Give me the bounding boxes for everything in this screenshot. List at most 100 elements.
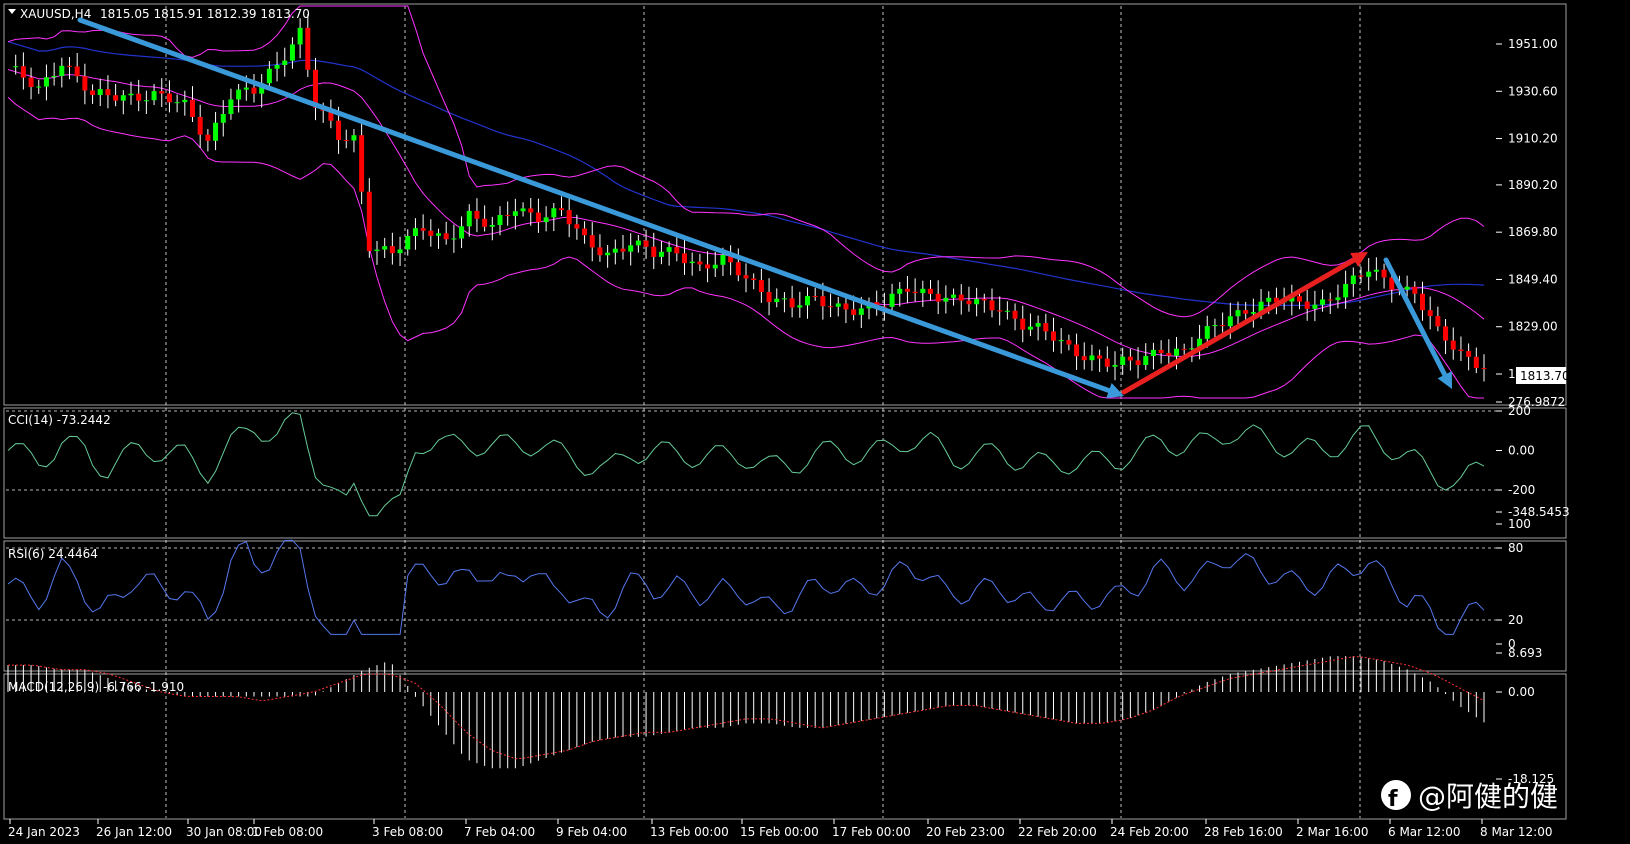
- candle: [805, 287, 810, 319]
- time-tick-label: 1 Feb 08:00: [252, 825, 323, 839]
- candle: [705, 251, 711, 283]
- candle: [1120, 347, 1126, 375]
- candle: [1350, 267, 1356, 297]
- rsi-tick-label: 0: [1508, 637, 1516, 651]
- watermark-text: @阿健的健: [1418, 780, 1558, 813]
- price-pane-border: [3, 3, 1567, 406]
- time-tick-label: 13 Feb 00:00: [650, 825, 729, 839]
- candle: [1427, 296, 1433, 330]
- candle: [751, 273, 757, 290]
- candle: [1058, 328, 1064, 354]
- watermark-logo-icon: [1381, 780, 1411, 810]
- candle: [643, 229, 649, 259]
- candle: [1458, 336, 1464, 361]
- price-tick-label: 1829.00: [1508, 320, 1558, 334]
- rsi-line: [7, 539, 1485, 635]
- time-tick-label: 3 Feb 08:00: [372, 825, 443, 839]
- rsi-pane-border: [3, 540, 1567, 672]
- candle: [136, 79, 142, 112]
- macd-layer: [7, 656, 1485, 769]
- candle: [228, 88, 234, 120]
- candle: [651, 232, 657, 270]
- candle: [689, 252, 695, 276]
- candle: [535, 198, 541, 233]
- candle: [1235, 301, 1241, 328]
- candle: [951, 288, 957, 306]
- candle: [36, 79, 42, 94]
- candle: [1366, 258, 1372, 291]
- candle: [428, 219, 434, 247]
- candle: [1104, 346, 1110, 372]
- symbol-label: XAUUSD,H4: [20, 7, 91, 21]
- candle: [1320, 289, 1326, 312]
- price-tick-label: 1951.00: [1508, 37, 1558, 51]
- candle: [313, 57, 318, 121]
- candle: [1343, 270, 1349, 309]
- candle: [597, 234, 603, 262]
- time-tick-label: 28 Feb 16:00: [1204, 825, 1283, 839]
- candle: [574, 214, 580, 240]
- candle: [1197, 324, 1203, 360]
- candle: [1481, 354, 1487, 382]
- candle: [981, 293, 987, 313]
- candle: [766, 278, 772, 316]
- candle: [197, 104, 203, 148]
- cci-line: [7, 412, 1485, 517]
- rsi-layer: [7, 539, 1485, 635]
- candle: [359, 122, 365, 205]
- candle: [289, 37, 295, 69]
- candle: [205, 128, 211, 152]
- dropdown-triangle-icon[interactable]: [8, 9, 16, 14]
- candle: [758, 268, 764, 303]
- candle: [658, 241, 664, 265]
- macd-pane-border: [3, 673, 1567, 820]
- candle: [482, 205, 488, 232]
- time-axis: 24 Jan 2023 26 Jan 12:00 30 Jan 08:001 Feb…: [8, 819, 1553, 839]
- cci-layer: [7, 412, 1485, 517]
- macd-tick-label: 0.00: [1508, 685, 1535, 699]
- time-tick-label: 9 Feb 04:00: [556, 825, 627, 839]
- candle: [489, 216, 495, 241]
- candle: [966, 286, 972, 312]
- time-tick-label: 7 Feb 04:00: [464, 825, 535, 839]
- bollinger-lower: [7, 96, 1484, 399]
- candle: [828, 293, 834, 318]
- candle: [928, 280, 933, 301]
- candle: [220, 100, 226, 137]
- candle: [459, 216, 465, 249]
- candle: [305, 14, 311, 77]
- price-tick-label: 1849.40: [1508, 272, 1558, 286]
- current-price-text: 1813.70: [1520, 369, 1570, 383]
- bollinger-upper: [7, 5, 1485, 318]
- candle: [1243, 301, 1249, 323]
- candle: [520, 202, 526, 217]
- candle: [1135, 347, 1141, 379]
- candle: [935, 280, 941, 315]
- candle: [297, 18, 303, 59]
- candle: [989, 288, 995, 318]
- candle: [1112, 351, 1118, 381]
- candle: [1443, 318, 1449, 355]
- candle: [1027, 313, 1033, 337]
- candle: [635, 234, 641, 253]
- candle: [259, 74, 265, 108]
- candle: [1097, 349, 1103, 372]
- candle: [682, 239, 687, 275]
- time-tick-label: 20 Feb 23:00: [926, 825, 1005, 839]
- candle: [605, 245, 611, 268]
- candle: [113, 84, 119, 107]
- time-tick-label: 26 Jan 12:00: [96, 825, 172, 839]
- candle: [397, 236, 403, 266]
- candle: [1066, 334, 1072, 351]
- candle: [474, 198, 480, 233]
- candle: [1304, 289, 1310, 321]
- candle: [666, 241, 672, 266]
- downtrend-arrow-recent: [1383, 257, 1452, 389]
- candle: [728, 245, 734, 276]
- candle: [1004, 301, 1010, 320]
- candle: [812, 287, 818, 301]
- ohlc-values: 1815.05 1815.91 1812.39 1813.70: [100, 7, 310, 21]
- candle: [620, 235, 626, 260]
- watermark: f @阿健的健: [1381, 780, 1558, 813]
